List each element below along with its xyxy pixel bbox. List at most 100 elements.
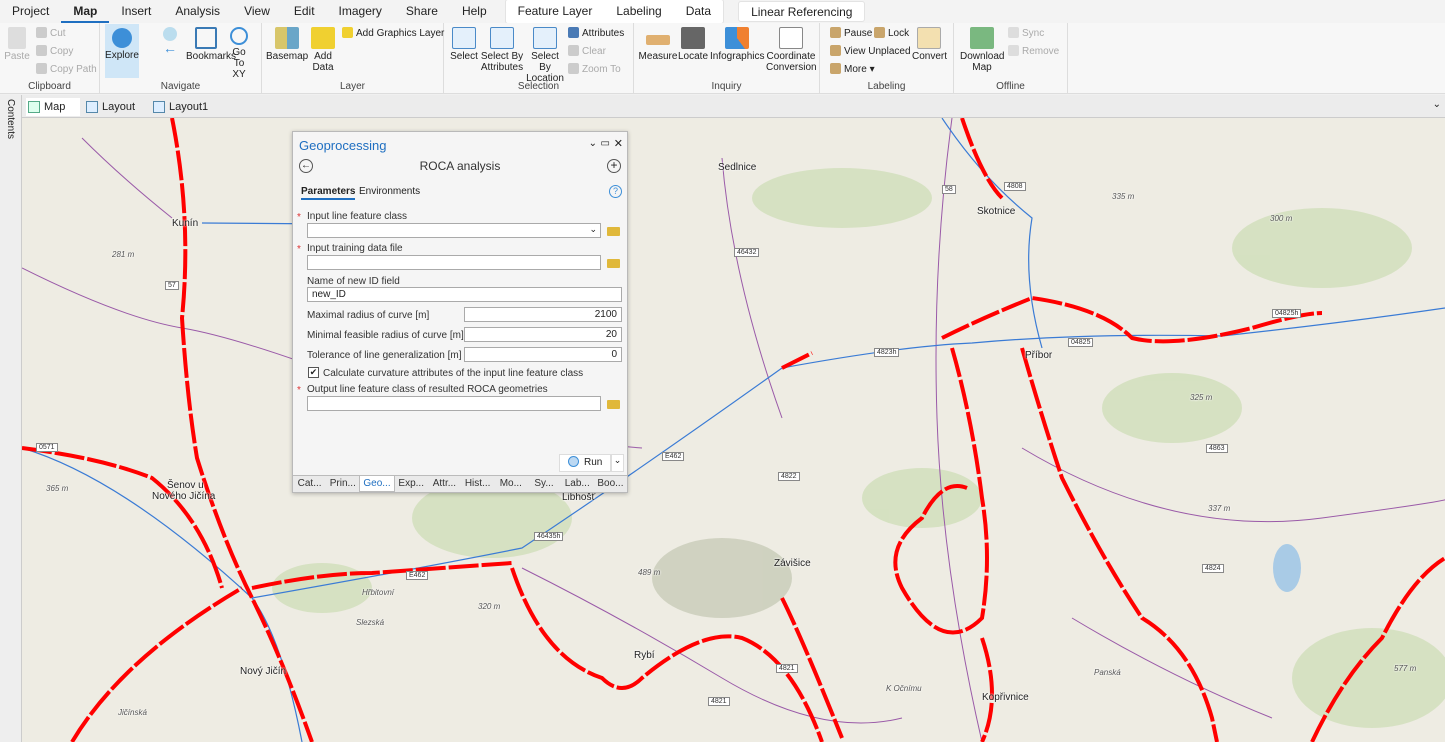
- convert-button[interactable]: Convert: [912, 27, 947, 62]
- bottom-tab-geoprocessing[interactable]: Geo...: [359, 476, 395, 492]
- pane-menu-icon[interactable]: ⌄: [588, 138, 597, 149]
- tab-map[interactable]: Map: [61, 0, 110, 23]
- tab-linear-referencing[interactable]: Linear Referencing: [738, 1, 866, 22]
- view-unplaced-button[interactable]: View Unplaced: [830, 45, 911, 57]
- output-feature-class-field[interactable]: [307, 396, 601, 411]
- folder-icon[interactable]: [607, 400, 620, 409]
- bottom-tab[interactable]: Boo...: [597, 478, 624, 489]
- measure-button[interactable]: Measure: [638, 27, 678, 62]
- tab-feature-layer[interactable]: Feature Layer: [517, 4, 593, 18]
- remove-button[interactable]: Remove: [1008, 45, 1059, 57]
- group-label: Selection: [517, 81, 560, 92]
- new-id-field-input[interactable]: new_ID: [307, 287, 622, 302]
- select-button[interactable]: Select: [450, 27, 478, 62]
- bottom-tab[interactable]: Attr...: [432, 478, 457, 489]
- select-by-location-button[interactable]: Select By Location: [524, 27, 566, 84]
- select-by-attributes-icon: [490, 27, 514, 49]
- bookmarks-button[interactable]: Bookmarks: [186, 27, 236, 62]
- tab-parameters[interactable]: Parameters: [301, 186, 356, 200]
- add-icon[interactable]: +: [607, 159, 621, 173]
- help-icon[interactable]: ?: [609, 185, 622, 198]
- doc-tab-map[interactable]: Map ✕: [26, 98, 80, 131]
- max-radius-input[interactable]: 2100: [464, 307, 622, 322]
- explore-button[interactable]: Explore: [105, 24, 139, 78]
- clear-selection-button[interactable]: Clear: [568, 45, 606, 57]
- doc-tab-layout[interactable]: Layout: [84, 98, 135, 116]
- tab-edit[interactable]: Edit: [293, 4, 315, 18]
- copy-button[interactable]: Copy: [36, 45, 73, 57]
- elevation-label: 365 m: [46, 484, 69, 493]
- tab-imagery[interactable]: Imagery: [338, 4, 382, 18]
- pause-icon: [830, 27, 841, 38]
- lock-icon: [874, 27, 885, 38]
- param-label: Input training data file: [307, 243, 403, 254]
- tab-insert[interactable]: Insert: [121, 4, 152, 18]
- elevation-label: 337 m: [1208, 504, 1231, 513]
- close-icon[interactable]: ✕: [613, 138, 623, 150]
- lock-labeling-button[interactable]: Lock: [874, 27, 909, 39]
- maximize-icon[interactable]: ▭: [600, 138, 610, 149]
- doc-tab-layout1[interactable]: Layout1: [151, 98, 208, 116]
- tab-help[interactable]: Help: [461, 4, 487, 18]
- cut-button[interactable]: Cut: [36, 27, 66, 39]
- pause-labeling-button[interactable]: Pause: [830, 27, 872, 39]
- min-radius-input[interactable]: 20: [464, 327, 622, 342]
- tab-view[interactable]: View: [244, 4, 270, 18]
- tolerance-input[interactable]: 0: [464, 347, 622, 362]
- folder-icon[interactable]: [607, 227, 620, 236]
- tab-labeling[interactable]: Labeling: [616, 4, 662, 18]
- contents-pane-tab[interactable]: Contents: [0, 95, 22, 742]
- tab-analysis[interactable]: Analysis: [175, 4, 221, 18]
- group-label: Offline: [996, 81, 1025, 92]
- road-shield: 4823h: [874, 348, 900, 357]
- elevation-label: 300 m: [1270, 214, 1293, 223]
- sync-button[interactable]: Sync: [1008, 27, 1044, 39]
- coordinate-conversion-button[interactable]: Coordinate Conversion: [766, 27, 817, 73]
- download-map-button[interactable]: Download Map: [960, 27, 1004, 73]
- map-view[interactable]: Kunín Sedlnice Skotnice Příbor Šenov u N…: [22, 118, 1445, 742]
- more-labeling-button[interactable]: More ▾: [830, 63, 875, 75]
- attributes-button[interactable]: Attributes: [568, 27, 624, 39]
- bottom-tab[interactable]: Sy...: [534, 478, 554, 489]
- paste-button[interactable]: Paste: [4, 27, 30, 62]
- input-line-feature-class-dropdown[interactable]: ⌄: [307, 223, 601, 238]
- tab-environments[interactable]: Environments: [359, 186, 421, 197]
- param-label: Maximal radius of curve [m]: [307, 310, 430, 321]
- zoom-tools[interactable]: ←: [158, 27, 182, 67]
- curvature-checkbox[interactable]: ✔: [308, 367, 319, 378]
- copy-path-button[interactable]: Copy Path: [36, 63, 97, 75]
- bottom-tab[interactable]: Mo...: [499, 478, 522, 489]
- elevation-label: 281 m: [112, 250, 135, 259]
- zoom-to-selection-button[interactable]: Zoom To: [568, 63, 621, 75]
- add-graphics-layer-button[interactable]: Add Graphics Layer: [342, 27, 444, 39]
- tab-share[interactable]: Share: [405, 4, 438, 18]
- add-data-button[interactable]: Add Data: [308, 27, 338, 73]
- back-icon[interactable]: ←: [299, 159, 313, 173]
- run-button[interactable]: Run: [559, 454, 611, 472]
- bottom-tab[interactable]: Lab...: [564, 478, 590, 489]
- town-label: Příbor: [1025, 350, 1053, 361]
- highway: [22, 118, 1445, 742]
- run-options-dropdown[interactable]: ⌄: [611, 454, 624, 472]
- bottom-tab[interactable]: Exp...: [398, 478, 424, 489]
- basemap-button[interactable]: Basemap: [266, 27, 308, 62]
- go-to-xy-button[interactable]: Go To XY: [226, 27, 252, 80]
- param-label: Input line feature class: [307, 211, 408, 222]
- convert-icon: [917, 27, 941, 49]
- street-label: K Očnímu: [886, 684, 922, 693]
- infographics-button[interactable]: Infographics: [710, 27, 764, 62]
- road-shield: 58: [942, 185, 956, 194]
- tab-data[interactable]: Data: [685, 4, 712, 18]
- roca-curves: [22, 118, 1445, 742]
- select-by-attributes-button[interactable]: Select By Attributes: [480, 27, 524, 73]
- chevron-down-icon[interactable]: ⌄: [1432, 99, 1441, 110]
- input-training-data-field[interactable]: [307, 255, 601, 270]
- folder-icon[interactable]: [607, 259, 620, 268]
- tab-project[interactable]: Project: [12, 4, 50, 18]
- road-shield: 04825: [1068, 338, 1094, 347]
- bottom-tab[interactable]: Hist...: [464, 478, 491, 489]
- locate-button[interactable]: Locate: [678, 27, 708, 62]
- zoom-to-icon: [568, 63, 579, 74]
- bottom-tab[interactable]: Cat...: [297, 478, 322, 489]
- bottom-tab[interactable]: Prin...: [329, 478, 356, 489]
